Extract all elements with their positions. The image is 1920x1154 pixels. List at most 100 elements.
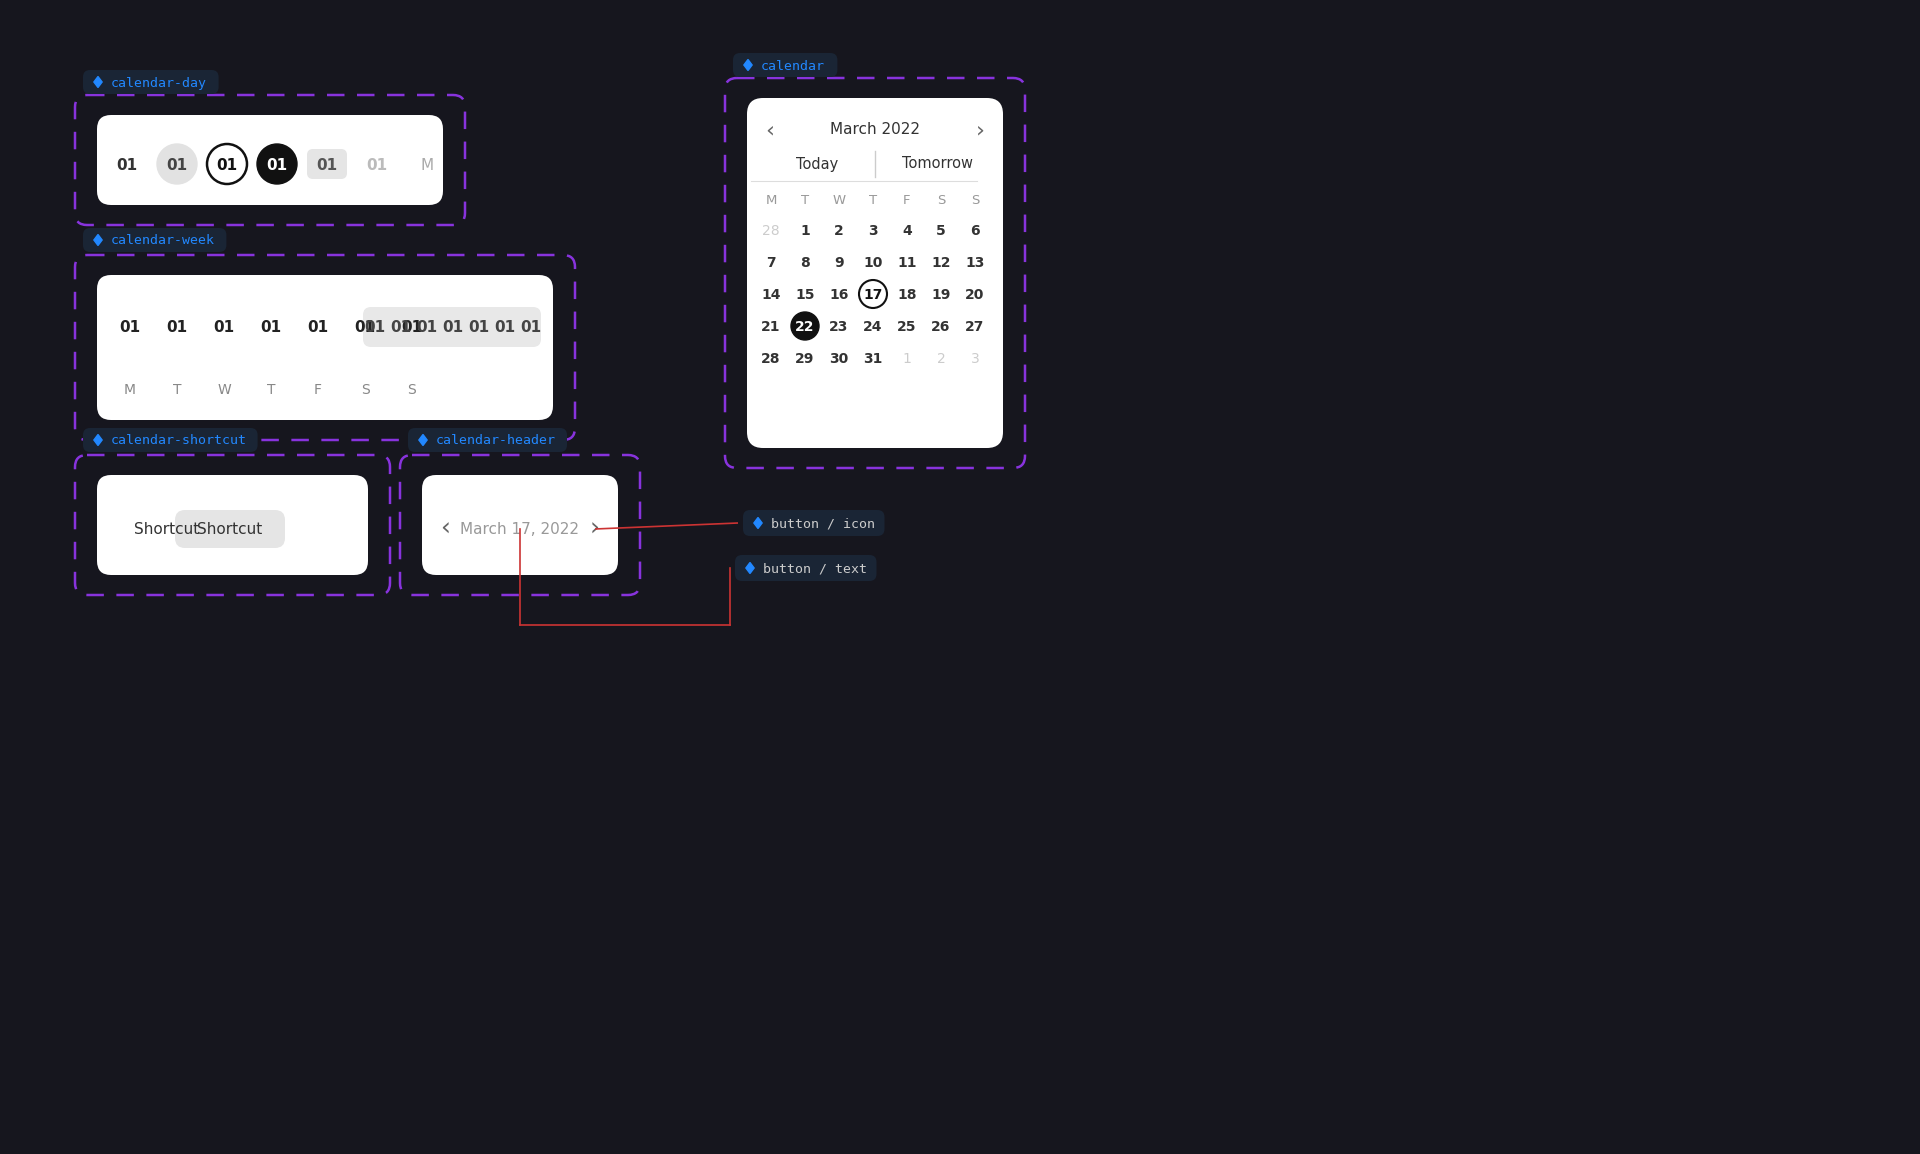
Text: 16: 16 xyxy=(829,288,849,302)
Text: ›: › xyxy=(589,517,599,541)
Text: ‹: ‹ xyxy=(766,120,774,140)
Text: 01: 01 xyxy=(317,157,338,172)
Text: 01: 01 xyxy=(390,320,411,335)
Text: 3: 3 xyxy=(972,352,979,366)
Text: 24: 24 xyxy=(864,320,883,334)
Text: 1: 1 xyxy=(902,352,912,366)
Text: 27: 27 xyxy=(966,320,985,334)
Text: 01: 01 xyxy=(217,157,238,172)
FancyBboxPatch shape xyxy=(747,98,1002,448)
Text: 20: 20 xyxy=(966,288,985,302)
Text: 23: 23 xyxy=(829,320,849,334)
Text: Today: Today xyxy=(797,157,839,172)
Text: 8: 8 xyxy=(801,256,810,270)
Polygon shape xyxy=(743,60,753,70)
Text: T: T xyxy=(870,194,877,207)
Text: 25: 25 xyxy=(897,320,916,334)
FancyBboxPatch shape xyxy=(307,149,348,179)
Text: 18: 18 xyxy=(897,288,916,302)
Text: 01: 01 xyxy=(468,320,490,335)
Text: 29: 29 xyxy=(795,352,814,366)
Text: calendar-day: calendar-day xyxy=(111,76,207,90)
Text: 01: 01 xyxy=(355,320,376,335)
Polygon shape xyxy=(94,234,102,246)
Text: 6: 6 xyxy=(970,224,979,238)
Text: 15: 15 xyxy=(795,288,814,302)
Text: calendar: calendar xyxy=(760,60,826,73)
Text: 10: 10 xyxy=(864,256,883,270)
Text: T: T xyxy=(801,194,808,207)
FancyBboxPatch shape xyxy=(98,115,444,205)
Text: M: M xyxy=(420,157,434,172)
Text: T: T xyxy=(267,383,275,397)
Text: 30: 30 xyxy=(829,352,849,366)
Text: 01: 01 xyxy=(495,320,516,335)
Text: S: S xyxy=(937,194,945,207)
FancyBboxPatch shape xyxy=(743,510,885,535)
Text: 19: 19 xyxy=(931,288,950,302)
Text: 13: 13 xyxy=(966,256,985,270)
Polygon shape xyxy=(419,435,426,445)
FancyBboxPatch shape xyxy=(422,475,618,575)
Text: F: F xyxy=(902,194,910,207)
Text: 17: 17 xyxy=(864,288,883,302)
FancyBboxPatch shape xyxy=(83,428,257,452)
FancyBboxPatch shape xyxy=(363,307,541,347)
Text: 01: 01 xyxy=(307,320,328,335)
Text: button / icon: button / icon xyxy=(772,517,876,531)
Text: 01: 01 xyxy=(267,157,288,172)
Polygon shape xyxy=(94,435,102,445)
Text: 01: 01 xyxy=(117,157,138,172)
FancyBboxPatch shape xyxy=(83,70,219,93)
Text: S: S xyxy=(407,383,417,397)
Circle shape xyxy=(157,144,198,183)
Text: 01: 01 xyxy=(261,320,282,335)
FancyBboxPatch shape xyxy=(407,428,566,452)
Text: 01: 01 xyxy=(401,320,422,335)
Text: button / text: button / text xyxy=(762,562,868,576)
Text: 2: 2 xyxy=(937,352,945,366)
FancyBboxPatch shape xyxy=(98,275,553,420)
Text: F: F xyxy=(315,383,323,397)
Polygon shape xyxy=(755,517,762,529)
Text: 01: 01 xyxy=(367,157,388,172)
Text: 01: 01 xyxy=(520,320,541,335)
Text: 01: 01 xyxy=(167,157,188,172)
Text: 01: 01 xyxy=(417,320,438,335)
Text: 28: 28 xyxy=(762,224,780,238)
Text: S: S xyxy=(361,383,369,397)
Text: 31: 31 xyxy=(864,352,883,366)
Text: ›: › xyxy=(975,120,985,140)
Text: W: W xyxy=(217,383,230,397)
Text: 7: 7 xyxy=(766,256,776,270)
Text: 5: 5 xyxy=(937,224,947,238)
Text: 3: 3 xyxy=(868,224,877,238)
Text: 01: 01 xyxy=(213,320,234,335)
Circle shape xyxy=(791,312,820,340)
Text: Tomorrow: Tomorrow xyxy=(902,157,973,172)
FancyBboxPatch shape xyxy=(175,510,284,548)
Text: M: M xyxy=(125,383,136,397)
Text: 4: 4 xyxy=(902,224,912,238)
Text: 1: 1 xyxy=(801,224,810,238)
Text: W: W xyxy=(833,194,845,207)
Text: 28: 28 xyxy=(760,352,781,366)
Text: 11: 11 xyxy=(897,256,916,270)
Text: 01: 01 xyxy=(365,320,386,335)
Text: calendar-header: calendar-header xyxy=(436,435,557,448)
FancyBboxPatch shape xyxy=(98,475,369,575)
Circle shape xyxy=(257,144,298,183)
Polygon shape xyxy=(94,76,102,88)
Text: 01: 01 xyxy=(442,320,463,335)
Text: 2: 2 xyxy=(833,224,845,238)
Text: 14: 14 xyxy=(760,288,781,302)
FancyBboxPatch shape xyxy=(83,228,227,252)
Text: Shortcut: Shortcut xyxy=(198,522,263,537)
Polygon shape xyxy=(745,562,755,574)
Text: March 17, 2022: March 17, 2022 xyxy=(461,522,580,537)
Text: M: M xyxy=(766,194,778,207)
Text: 9: 9 xyxy=(833,256,843,270)
Text: 22: 22 xyxy=(795,320,814,334)
Text: calendar-week: calendar-week xyxy=(111,234,215,247)
Text: Shortcut: Shortcut xyxy=(134,522,200,537)
